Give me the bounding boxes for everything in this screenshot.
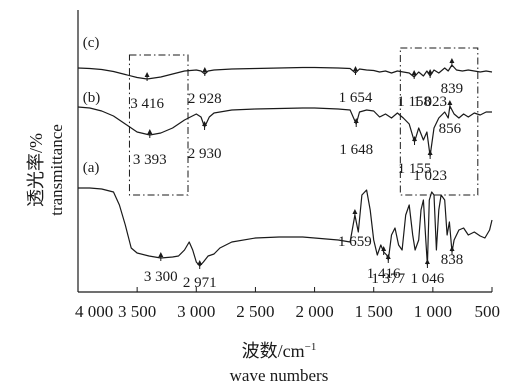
series-label: (c)	[83, 35, 100, 51]
peak-label: 1 377	[371, 271, 405, 287]
annotation-arrow-head	[449, 58, 454, 63]
peak-label: 2 971	[183, 275, 217, 291]
annotation-arrow-head	[428, 150, 433, 155]
y-axis-label-en: transmittance	[47, 124, 66, 216]
annotation-arrow-head	[353, 66, 358, 71]
x-axis-label-cn: 波数/cm−1	[242, 341, 317, 361]
annotation-arrow-head	[352, 209, 357, 214]
annotation-arrow-head	[202, 67, 207, 72]
peak-label: 856	[439, 121, 462, 137]
x-tick-label: 4 000	[75, 302, 113, 321]
annotation-arrow-head	[147, 129, 152, 134]
annotation-arrow-head	[425, 259, 430, 264]
series-line	[78, 106, 492, 156]
annotation-arrow-head	[158, 252, 163, 257]
peak-label: 3 416	[130, 96, 164, 112]
x-tick-label: 1 000	[414, 302, 452, 321]
annotation-arrow-head	[145, 72, 150, 77]
x-tick-label: 1 500	[355, 302, 393, 321]
x-tick-label: 3 500	[118, 302, 156, 321]
annotation-arrow-head	[428, 69, 433, 74]
x-tick-label: 2 000	[295, 302, 333, 321]
y-axis-label-cn: 透光率/%	[26, 133, 46, 207]
peak-label: 2 928	[188, 91, 222, 107]
x-tick-label: 500	[475, 302, 501, 321]
peak-label: 3 393	[133, 152, 167, 168]
annotation-arrow-head	[450, 246, 455, 251]
x-tick-label: 2 500	[236, 302, 274, 321]
series-line	[78, 188, 492, 266]
x-axis-label-cn-main: 波数/cm	[242, 341, 305, 361]
annotation-arrow-head	[197, 260, 202, 265]
peak-label: 1 659	[338, 234, 372, 250]
series-label: (b)	[83, 90, 101, 106]
peak-label: 2 930	[188, 146, 222, 162]
dashed-box	[129, 55, 188, 195]
peak-label: 839	[441, 81, 464, 97]
peak-label: 838	[441, 252, 464, 268]
peak-label: 1 654	[339, 90, 373, 106]
peak-label: 3 300	[144, 269, 178, 285]
peak-label: 1 046	[411, 271, 445, 287]
x-tick-label: 3 000	[177, 302, 215, 321]
peak-label: 1 648	[339, 142, 373, 158]
annotation-arrow-head	[412, 70, 417, 75]
x-axis-label-superscript: −1	[305, 341, 317, 353]
annotation-arrow-head	[447, 100, 452, 105]
peak-label: 1 023	[413, 168, 447, 184]
series-labels: (c) (b) (a)	[83, 35, 101, 176]
x-axis-label-en: wave numbers	[230, 366, 329, 385]
series-label: (a)	[83, 160, 100, 176]
